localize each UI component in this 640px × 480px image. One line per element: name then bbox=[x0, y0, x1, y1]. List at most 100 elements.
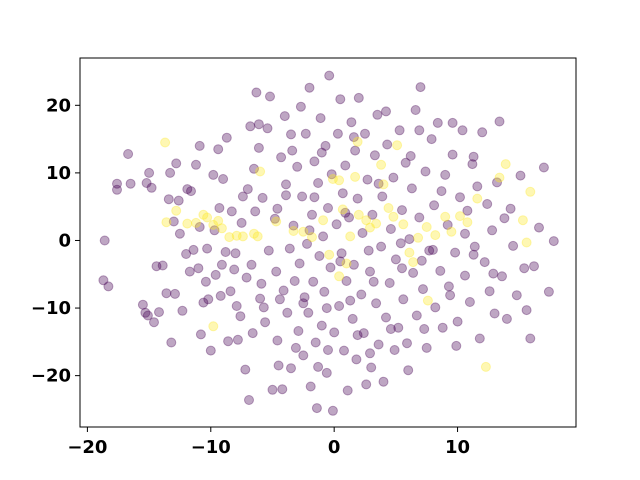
scatter-point-s0-168 bbox=[429, 200, 440, 211]
scatter-point-s0-30 bbox=[198, 297, 209, 308]
scatter-point-s0-112 bbox=[335, 94, 346, 105]
scatter-point-s1-23 bbox=[337, 204, 348, 215]
scatter-point-s1-9 bbox=[216, 223, 227, 234]
scatter-point-s0-247 bbox=[373, 178, 384, 189]
scatter-point-s0-58 bbox=[257, 192, 268, 203]
scatter-point-s0-218 bbox=[298, 298, 309, 309]
scatter-point-s0-50 bbox=[244, 395, 254, 405]
scatter-point-s0-165 bbox=[421, 342, 432, 353]
scatter-point-s0-42 bbox=[226, 206, 237, 217]
scatter-point-s0-22 bbox=[177, 305, 188, 316]
scatter-point-s0-121 bbox=[347, 313, 358, 324]
scatter-point-s0-144 bbox=[382, 139, 393, 150]
scatter-point-s0-251 bbox=[447, 117, 458, 128]
scatter-point-s0-253 bbox=[381, 106, 391, 117]
scatter-point-s1-25 bbox=[345, 231, 356, 242]
scatter-point-s0-56 bbox=[253, 142, 264, 153]
scatter-point-s0-69 bbox=[277, 384, 288, 395]
scatter-point-s0-81 bbox=[295, 101, 306, 112]
scatter-point-s1-6 bbox=[202, 212, 213, 223]
x-tick-label: 0 bbox=[328, 437, 341, 458]
scatter-point-s0-7 bbox=[137, 299, 148, 310]
scatter-point-s0-259 bbox=[194, 140, 205, 151]
scatter-point-s0-1 bbox=[98, 275, 109, 286]
scatter-point-s0-70 bbox=[279, 111, 290, 122]
scatter-point-s0-190 bbox=[482, 199, 493, 209]
scatter-point-s0-202 bbox=[515, 170, 526, 181]
scatter-point-s0-142 bbox=[378, 376, 389, 387]
scatter-point-s0-245 bbox=[309, 192, 320, 203]
x-tick-label: 10 bbox=[445, 437, 470, 458]
scatter-point-s0-61 bbox=[263, 245, 274, 256]
scatter-point-s0-31 bbox=[200, 276, 211, 287]
scatter-point-s0-226 bbox=[195, 329, 206, 340]
scatter-point-s0-126 bbox=[353, 92, 364, 103]
scatter-point-s0-143 bbox=[381, 312, 391, 323]
scatter-point-s0-113 bbox=[336, 248, 347, 259]
scatter-point-s1-36 bbox=[404, 247, 415, 258]
scatter-point-s0-269 bbox=[488, 268, 499, 279]
scatter-point-s0-59 bbox=[260, 317, 271, 328]
scatter-point-s0-128 bbox=[357, 228, 368, 238]
scatter-point-s0-250 bbox=[468, 151, 479, 162]
scatter-point-s0-267 bbox=[427, 244, 438, 255]
scatter-point-s0-209 bbox=[543, 286, 554, 297]
scatter-point-s0-261 bbox=[242, 184, 253, 195]
scatter-point-s0-254 bbox=[348, 132, 359, 143]
scatter-point-s0-181 bbox=[460, 270, 470, 281]
scatter-point-s1-53 bbox=[334, 271, 345, 282]
scatter-point-s0-101 bbox=[320, 140, 331, 151]
scatter-point-s0-225 bbox=[170, 288, 180, 299]
scatter-point-s0-43 bbox=[229, 264, 240, 275]
scatter-point-s0-178 bbox=[452, 316, 463, 327]
scatter-point-s0-138 bbox=[372, 109, 383, 120]
scatter-point-s0-49 bbox=[241, 272, 252, 283]
scatter-point-s1-4 bbox=[191, 217, 201, 228]
scatter-point-s0-79 bbox=[293, 326, 304, 336]
scatter-point-s0-220 bbox=[255, 293, 266, 304]
scatter-point-s0-228 bbox=[258, 302, 269, 313]
scatter-point-s0-265 bbox=[363, 245, 374, 256]
y-tick-label: −10 bbox=[31, 298, 71, 319]
y-tick-label: 0 bbox=[58, 230, 71, 251]
scatter-point-s0-186 bbox=[472, 181, 483, 192]
scatter-point-s0-197 bbox=[499, 213, 510, 224]
scatter-point-s0-55 bbox=[251, 87, 262, 98]
scatter-point-s0-117 bbox=[341, 276, 352, 286]
scatter-point-s0-239 bbox=[235, 311, 246, 322]
scatter-point-s0-21 bbox=[173, 195, 184, 206]
scatter-point-s0-60 bbox=[262, 123, 273, 134]
scatter-point-s0-187 bbox=[474, 333, 485, 344]
scatter-point-s0-97 bbox=[315, 113, 326, 124]
scatter-point-s1-34 bbox=[392, 140, 403, 151]
scatter-point-s0-89 bbox=[305, 381, 316, 392]
scatter-point-s0-140 bbox=[376, 241, 387, 252]
scatter-point-s0-19 bbox=[166, 337, 177, 348]
scatter-point-s0-12 bbox=[146, 182, 157, 193]
scatter-point-s0-242 bbox=[214, 203, 225, 213]
scatter-point-s1-16 bbox=[208, 321, 219, 332]
scatter-point-s0-131 bbox=[361, 379, 372, 390]
scatter-point-s0-11 bbox=[144, 167, 155, 178]
scatter-point-s1-21 bbox=[327, 174, 338, 184]
scatter-point-s0-77 bbox=[289, 276, 300, 286]
scatter-point-s0-222 bbox=[209, 225, 220, 236]
scatter-point-s0-34 bbox=[208, 169, 219, 180]
scatter-point-s0-2 bbox=[103, 281, 114, 292]
scatter-point-s0-44 bbox=[231, 301, 242, 311]
scatter-point-s0-196 bbox=[497, 271, 507, 282]
scatter-point-s0-136 bbox=[369, 150, 380, 161]
scatter-point-s0-51 bbox=[245, 121, 256, 132]
scatter-point-s0-99 bbox=[318, 231, 329, 242]
scatter-point-s1-14 bbox=[252, 231, 263, 242]
scatter-point-s0-215 bbox=[368, 276, 379, 287]
scatter-point-s1-57 bbox=[271, 216, 282, 227]
scatter-point-s0-72 bbox=[282, 307, 293, 318]
scatter-point-s0-231 bbox=[352, 330, 363, 341]
scatter-point-s1-13 bbox=[249, 228, 259, 239]
scatter-point-s0-255 bbox=[316, 147, 327, 158]
scatter-point-s0-29 bbox=[194, 222, 205, 232]
scatter-point-s1-5 bbox=[198, 209, 209, 220]
scatter-point-s1-8 bbox=[213, 215, 224, 226]
scatter-point-s0-92 bbox=[309, 156, 320, 167]
